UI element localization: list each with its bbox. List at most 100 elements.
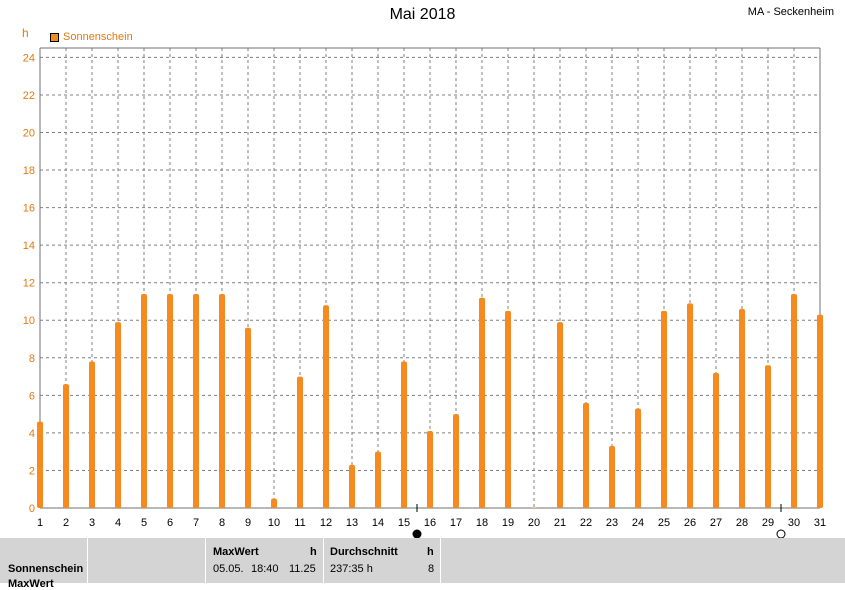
x-tick-label: 21 <box>554 517 566 529</box>
footer-series-label: Sonnenschein <box>8 563 84 575</box>
x-tick-label: 22 <box>580 517 592 529</box>
bar-day-15 <box>401 361 407 508</box>
x-tick-label: 7 <box>193 517 199 529</box>
bar-day-27 <box>713 372 719 508</box>
x-tick-label: 30 <box>788 517 800 529</box>
maxwert-time: 18:40 <box>251 563 279 575</box>
bar-day-23 <box>609 446 615 508</box>
y-tick-label: 8 <box>29 353 35 365</box>
x-tick-label: 2 <box>63 517 69 529</box>
y-tick-label: 12 <box>23 278 35 290</box>
x-tick-label: 6 <box>167 517 173 529</box>
durchschnitt-header: Durchschnitt <box>330 546 398 558</box>
y-tick-label: 22 <box>23 90 35 102</box>
bar-day-13 <box>349 464 355 508</box>
x-tick-label: 31 <box>814 517 826 529</box>
x-tick-label: 23 <box>606 517 618 529</box>
y-axis-unit: h <box>22 26 29 40</box>
x-tick-label: 8 <box>219 517 225 529</box>
maxwert-unit: h <box>310 546 317 558</box>
x-tick-label: 4 <box>115 517 121 529</box>
bar-day-20 <box>531 507 537 508</box>
new-moon-icon <box>412 529 422 538</box>
maxwert-value: 11.25 <box>289 563 316 575</box>
y-tick-label: 2 <box>29 465 35 477</box>
bar-day-9 <box>245 327 251 508</box>
y-tick-label: 20 <box>23 127 35 139</box>
bar-day-28 <box>739 308 745 508</box>
y-tick-label: 14 <box>23 240 35 252</box>
x-tick-label: 11 <box>294 517 305 529</box>
durchschnitt-value: 8 <box>428 563 435 575</box>
footer-maxwert-cell: MaxWert h 05.05. 18:40 11.25 <box>206 538 324 583</box>
x-tick-label: 20 <box>528 517 540 529</box>
chart-title: Mai 2018 <box>389 6 456 23</box>
bar-day-5 <box>141 293 147 508</box>
bar-day-1 <box>37 421 43 508</box>
x-tick-label: 15 <box>398 517 410 529</box>
y-tick-label: 10 <box>23 315 35 327</box>
durchschnitt-total: 237:35 h <box>330 563 373 575</box>
footer-empty-cell <box>88 538 206 583</box>
bar-day-2 <box>63 384 69 508</box>
x-tick-label: 19 <box>502 517 514 529</box>
y-tick-label: 24 <box>23 52 35 64</box>
x-tick-label: 25 <box>658 517 670 529</box>
bar-day-6 <box>167 293 173 508</box>
durchschnitt-unit: h <box>427 546 434 558</box>
bar-day-22 <box>583 402 589 508</box>
legend-swatch <box>50 32 59 42</box>
legend: Sonnenschein <box>50 31 133 43</box>
x-tick-label: 29 <box>762 517 774 529</box>
x-tick-label: 27 <box>710 517 722 529</box>
bar-day-21 <box>557 322 563 508</box>
legend-label: Sonnenschein <box>63 31 133 43</box>
x-tick-label: 10 <box>268 517 280 529</box>
y-tick-label: 0 <box>29 503 35 515</box>
bar-day-10 <box>271 498 277 508</box>
x-tick-label: 26 <box>684 517 696 529</box>
bar-day-7 <box>193 293 199 508</box>
bar-day-19 <box>505 310 511 508</box>
x-tick-label: 5 <box>141 517 147 529</box>
bar-day-17 <box>453 414 459 508</box>
bar-day-26 <box>687 303 693 508</box>
x-tick-label: 9 <box>245 517 251 529</box>
bar-day-31 <box>817 314 823 508</box>
y-tick-label: 6 <box>29 390 35 402</box>
maxwert-date: 05.05. <box>213 563 244 575</box>
footer-series-label-2: MaxWert <box>8 578 54 590</box>
y-tick-label: 16 <box>23 203 35 215</box>
x-tick-label: 12 <box>320 517 332 529</box>
bar-day-8 <box>219 293 225 508</box>
x-tick-label: 16 <box>424 517 436 529</box>
footer-panel: Sonnenschein MaxWert MaxWert h 05.05. 18… <box>0 538 845 590</box>
y-tick-label: 4 <box>29 428 35 440</box>
bar-day-11 <box>297 376 303 508</box>
y-tick-label: 18 <box>23 165 35 177</box>
maxwert-header: MaxWert <box>213 546 259 558</box>
full-moon-icon <box>776 529 786 538</box>
bar-day-18 <box>479 297 485 508</box>
bar-day-29 <box>765 365 771 508</box>
x-tick-label: 1 <box>37 517 43 529</box>
bar-day-30 <box>791 293 797 508</box>
bar-day-25 <box>661 310 667 508</box>
footer-durchschnitt-cell: Durchschnitt h 237:35 h 8 <box>324 538 441 583</box>
bar-day-16 <box>427 431 433 508</box>
x-tick-label: 17 <box>450 517 462 529</box>
footer-series-cell: Sonnenschein MaxWert <box>0 538 88 590</box>
x-tick-label: 28 <box>736 517 748 529</box>
x-tick-label: 24 <box>632 517 644 529</box>
x-tick-label: 18 <box>476 517 488 529</box>
bar-day-4 <box>115 322 121 508</box>
x-tick-label: 13 <box>346 517 358 529</box>
bar-day-3 <box>89 361 95 508</box>
bar-day-24 <box>635 408 641 508</box>
x-tick-label: 3 <box>89 517 95 529</box>
x-tick-label: 14 <box>372 517 384 529</box>
station-label: MA - Seckenheim <box>747 6 834 18</box>
bar-day-14 <box>375 451 381 508</box>
bar-day-12 <box>323 305 329 508</box>
